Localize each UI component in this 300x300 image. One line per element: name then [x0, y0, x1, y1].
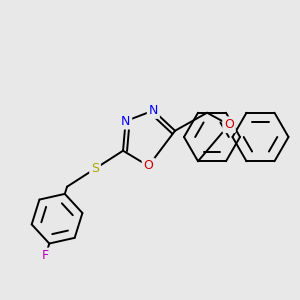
Text: F: F [42, 249, 49, 262]
Text: N: N [121, 115, 130, 128]
Text: O: O [224, 118, 234, 131]
Text: N: N [149, 104, 158, 117]
Text: O: O [144, 160, 153, 172]
Text: S: S [91, 162, 99, 175]
